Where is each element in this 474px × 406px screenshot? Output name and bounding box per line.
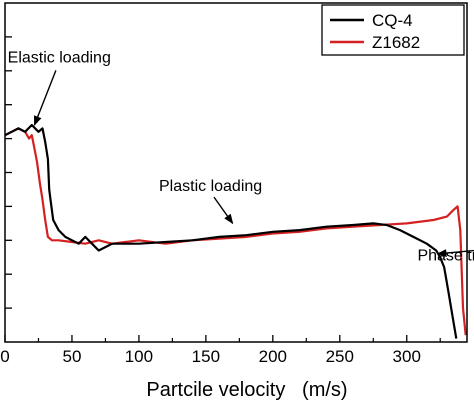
- x-tick-label: 250: [326, 347, 354, 366]
- legend-label-cq-4: CQ-4: [372, 11, 413, 30]
- legend: CQ-4 Z1682: [321, 4, 465, 56]
- annotation-arrow: [33, 70, 57, 126]
- series-line-cq-4: [4, 123, 458, 339]
- legend-label-z1682: Z1682: [372, 33, 420, 52]
- annotation-arrow: [213, 196, 234, 225]
- x-tick-label: 200: [259, 347, 287, 366]
- x-tick-label: 300: [393, 347, 421, 366]
- x-axis-title: Partcile velocity (m/s): [146, 379, 347, 401]
- x-tick-label: 50: [62, 347, 81, 366]
- annotation-layer: Elastic loading Plastic loading Phase tran…: [8, 49, 474, 265]
- annotation-label: Phase transition: [417, 248, 474, 265]
- series-layer: [4, 123, 467, 339]
- x-tick-label: 150: [192, 347, 220, 366]
- annotation-arrow: [436, 249, 474, 258]
- series-line-z1682: [4, 127, 467, 336]
- annotation-label: Elastic loading: [8, 49, 111, 66]
- annotation-label: Plastic loading: [159, 178, 262, 195]
- legend-box: [321, 4, 465, 56]
- x-tick-label: 0: [0, 347, 9, 366]
- x-tick-label: 100: [125, 347, 153, 366]
- axes-layer: 0 50 100 150 200 250 300: [0, 2, 468, 366]
